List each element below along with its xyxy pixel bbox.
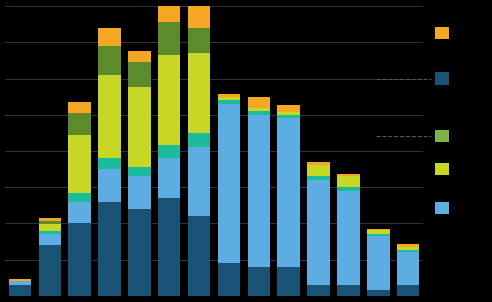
Bar [218, 104, 240, 263]
Bar [247, 115, 270, 267]
Bar [98, 28, 121, 46]
Bar [218, 95, 240, 97]
Bar [9, 279, 31, 281]
Bar [218, 97, 240, 100]
Bar [188, 28, 210, 53]
Bar [308, 162, 330, 165]
Bar [98, 46, 121, 75]
Bar [158, 55, 181, 145]
Bar [158, 22, 181, 55]
Bar [128, 87, 151, 167]
Bar [337, 191, 360, 285]
Bar [397, 247, 419, 250]
Bar [68, 193, 91, 202]
Bar [38, 234, 61, 245]
Bar [277, 118, 300, 267]
Bar [128, 62, 151, 87]
Bar [158, 158, 181, 198]
Bar [68, 102, 91, 113]
Bar [188, 147, 210, 216]
Bar [188, 0, 210, 28]
Bar [367, 234, 390, 236]
Bar [188, 133, 210, 147]
Bar [68, 113, 91, 135]
Bar [397, 252, 419, 285]
Bar [367, 290, 390, 296]
Bar [218, 263, 240, 296]
Bar [308, 285, 330, 296]
Bar [277, 112, 300, 115]
Bar [247, 111, 270, 115]
Bar [128, 209, 151, 296]
Bar [128, 51, 151, 62]
Bar [308, 176, 330, 180]
Bar [9, 281, 31, 285]
Bar [98, 202, 121, 296]
Bar [158, 0, 181, 22]
Bar [337, 174, 360, 176]
Bar [277, 115, 300, 118]
Bar [128, 167, 151, 176]
Bar [68, 202, 91, 223]
Bar [128, 176, 151, 209]
Bar [38, 245, 61, 296]
Bar [247, 97, 270, 108]
Bar [277, 267, 300, 296]
Bar [98, 75, 121, 158]
Bar [337, 187, 360, 191]
Bar [367, 229, 390, 230]
Bar [68, 135, 91, 193]
Bar [397, 285, 419, 296]
Bar [38, 224, 61, 231]
Bar [308, 165, 330, 176]
Bar [158, 145, 181, 158]
Bar [367, 230, 390, 234]
Bar [337, 176, 360, 187]
Bar [218, 100, 240, 104]
Bar [308, 180, 330, 285]
Bar [397, 245, 419, 247]
Bar [247, 108, 270, 111]
Bar [158, 198, 181, 296]
Bar [9, 285, 31, 296]
Bar [188, 53, 210, 133]
Bar [188, 216, 210, 296]
Bar [98, 169, 121, 202]
Bar [397, 250, 419, 252]
Bar [38, 218, 61, 220]
Bar [98, 158, 121, 169]
Bar [68, 223, 91, 296]
Bar [277, 104, 300, 112]
Bar [337, 285, 360, 296]
Bar [367, 236, 390, 290]
Bar [247, 267, 270, 296]
Bar [38, 220, 61, 224]
Bar [38, 231, 61, 234]
